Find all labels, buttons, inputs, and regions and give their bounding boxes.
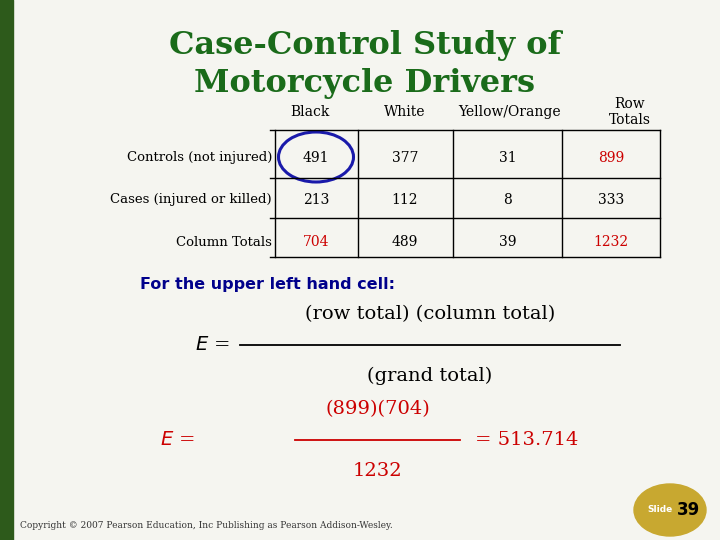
Text: 377: 377: [392, 151, 418, 165]
Text: Motorcycle Drivers: Motorcycle Drivers: [194, 68, 536, 99]
Text: 491: 491: [302, 151, 329, 165]
Text: 333: 333: [598, 193, 624, 207]
Text: 39: 39: [499, 235, 517, 249]
Text: $\it{E}$ =: $\it{E}$ =: [160, 431, 195, 449]
Text: 112: 112: [392, 193, 418, 207]
Text: Slide: Slide: [647, 505, 672, 515]
Text: Controls (not injured): Controls (not injured): [127, 152, 272, 165]
Text: 489: 489: [392, 235, 418, 249]
Text: Column Totals: Column Totals: [176, 235, 272, 248]
Text: 213: 213: [303, 193, 329, 207]
Text: (row total) (column total): (row total) (column total): [305, 305, 555, 323]
Ellipse shape: [634, 484, 706, 536]
Text: 8: 8: [503, 193, 513, 207]
Text: Totals: Totals: [609, 113, 651, 127]
Text: For the upper left hand cell:: For the upper left hand cell:: [140, 278, 395, 293]
Text: $\it{E}$ =: $\it{E}$ =: [195, 336, 230, 354]
Text: 31: 31: [499, 151, 517, 165]
Text: (899)(704): (899)(704): [325, 400, 430, 418]
Text: = 513.714: = 513.714: [475, 431, 578, 449]
Text: (grand total): (grand total): [367, 367, 492, 385]
Text: Black: Black: [290, 105, 330, 119]
Text: Yellow/Orange: Yellow/Orange: [459, 105, 562, 119]
Text: Row: Row: [615, 97, 645, 111]
Text: Cases (injured or killed): Cases (injured or killed): [110, 193, 272, 206]
Text: 899: 899: [598, 151, 624, 165]
Text: Copyright © 2007 Pearson Education, Inc Publishing as Pearson Addison-Wesley.: Copyright © 2007 Pearson Education, Inc …: [20, 521, 392, 530]
Text: 1232: 1232: [353, 462, 402, 480]
Text: 1232: 1232: [593, 235, 629, 249]
Text: 39: 39: [676, 501, 700, 519]
Text: White: White: [384, 105, 426, 119]
Text: Case-Control Study of: Case-Control Study of: [169, 30, 561, 61]
Text: 704: 704: [302, 235, 329, 249]
